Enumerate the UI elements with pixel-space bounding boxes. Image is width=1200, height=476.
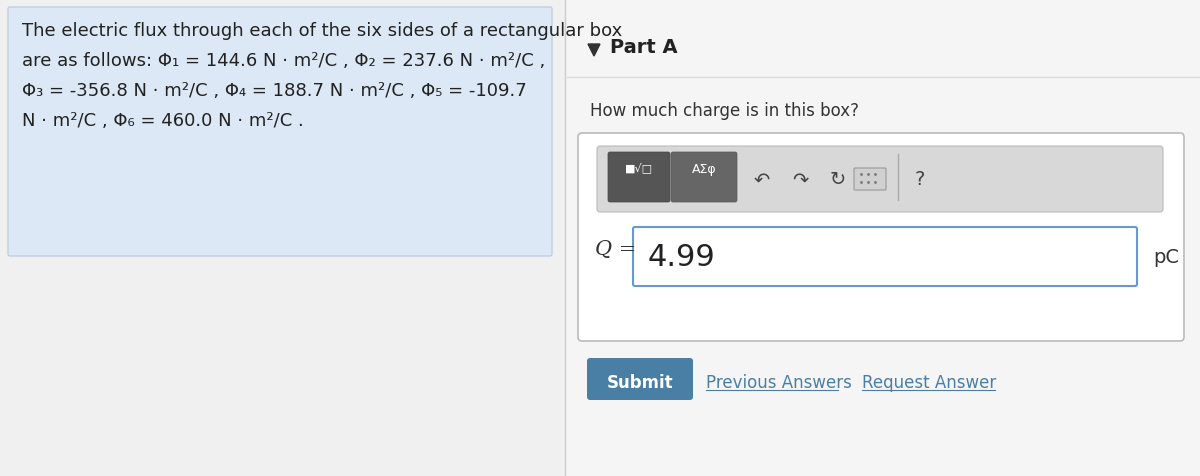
Text: ?: ?	[914, 170, 925, 189]
FancyBboxPatch shape	[634, 228, 1138, 287]
Text: The electric flux through each of the six sides of a rectangular box: The electric flux through each of the si…	[22, 22, 623, 40]
Text: 4.99: 4.99	[648, 242, 715, 271]
Text: ■√□: ■√□	[625, 163, 653, 173]
Text: Request Answer: Request Answer	[862, 373, 996, 391]
FancyBboxPatch shape	[587, 358, 694, 400]
FancyBboxPatch shape	[8, 8, 552, 257]
Text: N · m²/C , Φ₆ = 460.0 N · m²/C .: N · m²/C , Φ₆ = 460.0 N · m²/C .	[22, 112, 304, 130]
Text: How much charge is in this box?: How much charge is in this box?	[590, 102, 859, 120]
Text: Submit: Submit	[607, 373, 673, 391]
Text: Q =: Q =	[595, 239, 636, 258]
FancyBboxPatch shape	[598, 147, 1163, 213]
FancyBboxPatch shape	[565, 0, 1200, 476]
FancyBboxPatch shape	[671, 153, 737, 203]
Text: ΑΣφ: ΑΣφ	[691, 163, 716, 176]
FancyBboxPatch shape	[578, 134, 1184, 341]
FancyBboxPatch shape	[854, 169, 886, 190]
Text: Part A: Part A	[610, 38, 678, 57]
Text: Previous Answers: Previous Answers	[706, 373, 852, 391]
Text: Φ₃ = -356.8 N · m²/C , Φ₄ = 188.7 N · m²/C , Φ₅ = -109.7: Φ₃ = -356.8 N · m²/C , Φ₄ = 188.7 N · m²…	[22, 82, 527, 100]
Text: ↷: ↷	[792, 170, 808, 189]
FancyBboxPatch shape	[608, 153, 670, 203]
Text: pC: pC	[1153, 248, 1178, 267]
Text: ↶: ↶	[754, 170, 770, 189]
Polygon shape	[588, 45, 600, 57]
Text: are as follows: Φ₁ = 144.6 N · m²/C , Φ₂ = 237.6 N · m²/C ,: are as follows: Φ₁ = 144.6 N · m²/C , Φ₂…	[22, 52, 545, 70]
Text: ↻: ↻	[830, 170, 846, 189]
